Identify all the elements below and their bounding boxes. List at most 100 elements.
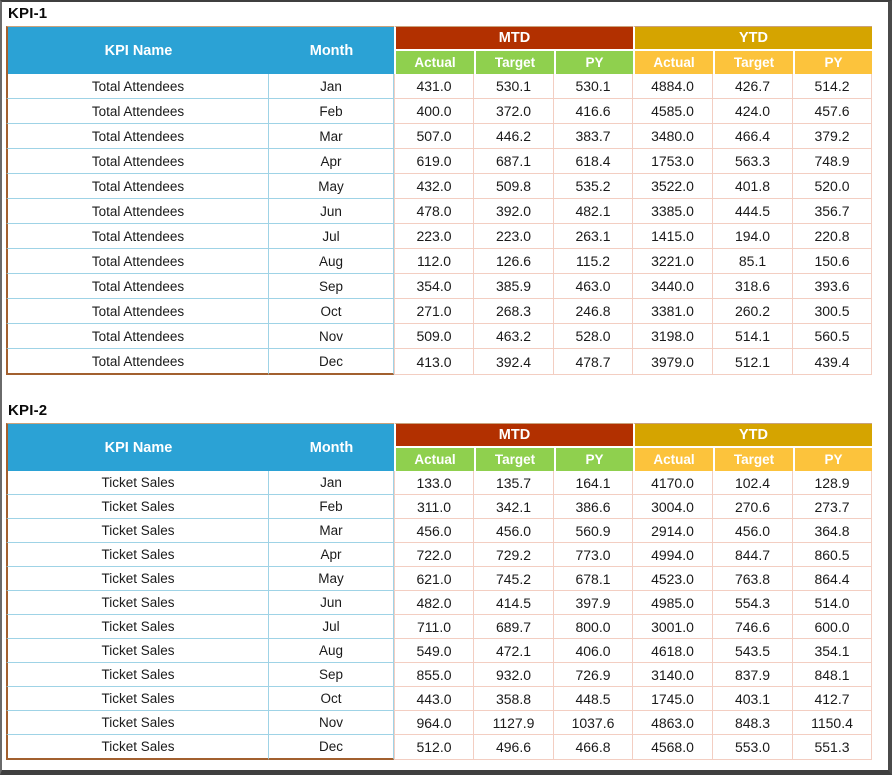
mtd-target-cell: 509.8 <box>474 174 554 199</box>
mtd-py-cell: 406.0 <box>554 639 633 663</box>
mtd-actual-cell: 855.0 <box>394 663 474 687</box>
ytd-target-cell: 102.4 <box>713 471 793 495</box>
kpi-name-column-header: KPI Name <box>6 423 269 471</box>
month-cell: Feb <box>269 495 394 519</box>
ytd-py-cell: 864.4 <box>793 567 873 591</box>
ytd-actual-cell: 3979.0 <box>633 349 713 375</box>
month-cell: Apr <box>269 149 394 174</box>
ytd-target-cell: 746.6 <box>713 615 793 639</box>
mtd-py-header: PY <box>554 49 633 74</box>
ytd-py-cell: 356.7 <box>793 199 873 224</box>
ytd-actual-cell: 4585.0 <box>633 99 713 124</box>
ytd-py-cell: 514.2 <box>793 74 873 99</box>
ytd-py-cell: 848.1 <box>793 663 873 687</box>
table-row: Total Attendees Oct 271.0 268.3 246.8 3381.0 2… <box>6 299 873 324</box>
ytd-actual-cell: 4863.0 <box>633 711 713 735</box>
mtd-target-cell: 1127.9 <box>474 711 554 735</box>
ytd-actual-cell: 3522.0 <box>633 174 713 199</box>
mtd-py-cell: 115.2 <box>554 249 633 274</box>
kpi-name-cell: Ticket Sales <box>6 519 269 543</box>
ytd-py-cell: 150.6 <box>793 249 873 274</box>
ytd-target-cell: 553.0 <box>713 735 793 760</box>
ytd-py-cell: 220.8 <box>793 224 873 249</box>
mtd-actual-cell: 509.0 <box>394 324 474 349</box>
mtd-py-cell: 535.2 <box>554 174 633 199</box>
ytd-py-cell: 379.2 <box>793 124 873 149</box>
kpi-name-cell: Total Attendees <box>6 149 269 174</box>
kpi-name-cell: Total Attendees <box>6 124 269 149</box>
month-cell: Sep <box>269 274 394 299</box>
month-cell: Nov <box>269 324 394 349</box>
sub-header-row: Actual Target PY Actual Target PY <box>6 446 873 471</box>
ytd-py-cell: 560.5 <box>793 324 873 349</box>
mtd-target-header: Target <box>474 446 554 471</box>
mtd-target-header: Target <box>474 49 554 74</box>
mtd-py-cell: 448.5 <box>554 687 633 711</box>
month-cell: Mar <box>269 519 394 543</box>
ytd-py-cell: 412.7 <box>793 687 873 711</box>
month-cell: Mar <box>269 124 394 149</box>
month-cell: Aug <box>269 639 394 663</box>
mtd-actual-cell: 431.0 <box>394 74 474 99</box>
kpi-name-cell: Ticket Sales <box>6 615 269 639</box>
mtd-actual-cell: 432.0 <box>394 174 474 199</box>
ytd-actual-cell: 3221.0 <box>633 249 713 274</box>
ytd-target-cell: 466.4 <box>713 124 793 149</box>
mtd-target-cell: 745.2 <box>474 567 554 591</box>
ytd-py-header: PY <box>793 49 873 74</box>
mtd-target-cell: 729.2 <box>474 543 554 567</box>
ytd-actual-cell: 3004.0 <box>633 495 713 519</box>
table-row: Total Attendees Mar 507.0 446.2 383.7 3480.0 4… <box>6 124 873 149</box>
mtd-py-cell: 466.8 <box>554 735 633 760</box>
group-header-row: KPI Name Month MTD YTD <box>6 26 873 74</box>
mtd-py-cell: 397.9 <box>554 591 633 615</box>
mtd-actual-cell: 271.0 <box>394 299 474 324</box>
mtd-actual-cell: 311.0 <box>394 495 474 519</box>
mtd-target-cell: 463.2 <box>474 324 554 349</box>
kpi-name-cell: Total Attendees <box>6 74 269 99</box>
mtd-actual-cell: 482.0 <box>394 591 474 615</box>
mtd-actual-header: Actual <box>394 49 474 74</box>
ytd-actual-cell: 1745.0 <box>633 687 713 711</box>
ytd-target-cell: 848.3 <box>713 711 793 735</box>
table-row: Total Attendees Apr 619.0 687.1 618.4 1753.0 5… <box>6 149 873 174</box>
mtd-py-header: PY <box>554 446 633 471</box>
kpi-1-section: KPI-1 KPI Name Month MTD YTD Actual <box>6 5 888 375</box>
ytd-actual-cell: 4170.0 <box>633 471 713 495</box>
ytd-py-cell: 514.0 <box>793 591 873 615</box>
mtd-target-cell: 392.0 <box>474 199 554 224</box>
table-row: Ticket Sales May 621.0 745.2 678.1 4523.0 763.… <box>6 567 873 591</box>
table-row: Total Attendees Jul 223.0 223.0 263.1 1415.0 1… <box>6 224 873 249</box>
table-row: Ticket Sales Jun 482.0 414.5 397.9 4985.0 554.… <box>6 591 873 615</box>
table-row: Total Attendees Dec 413.0 392.4 478.7 3979.0 5… <box>6 349 873 375</box>
kpi-name-cell: Total Attendees <box>6 174 269 199</box>
ytd-py-cell: 128.9 <box>793 471 873 495</box>
report-body: KPI-1 KPI Name Month MTD YTD Actual <box>2 2 888 760</box>
ytd-target-cell: 563.3 <box>713 149 793 174</box>
ytd-actual-cell: 3001.0 <box>633 615 713 639</box>
ytd-target-header: Target <box>713 446 793 471</box>
ytd-group-header: YTD <box>633 423 873 446</box>
kpi-name-cell: Total Attendees <box>6 274 269 299</box>
mtd-target-cell: 223.0 <box>474 224 554 249</box>
ytd-py-header: PY <box>793 446 873 471</box>
ytd-actual-cell: 3381.0 <box>633 299 713 324</box>
month-cell: Dec <box>269 349 394 375</box>
kpi-1-title: KPI-1 <box>8 5 48 22</box>
table-row: Total Attendees Sep 354.0 385.9 463.0 3440.0 3… <box>6 274 873 299</box>
mtd-py-cell: 726.9 <box>554 663 633 687</box>
mtd-actual-cell: 964.0 <box>394 711 474 735</box>
month-cell: Apr <box>269 543 394 567</box>
mtd-actual-cell: 478.0 <box>394 199 474 224</box>
mtd-actual-cell: 400.0 <box>394 99 474 124</box>
month-cell: Jun <box>269 199 394 224</box>
mtd-py-cell: 463.0 <box>554 274 633 299</box>
mtd-target-cell: 446.2 <box>474 124 554 149</box>
mtd-actual-cell: 456.0 <box>394 519 474 543</box>
table-row: Total Attendees Feb 400.0 372.0 416.6 4585.0 4… <box>6 99 873 124</box>
mtd-actual-cell: 112.0 <box>394 249 474 274</box>
mtd-py-cell: 416.6 <box>554 99 633 124</box>
ytd-actual-cell: 3385.0 <box>633 199 713 224</box>
ytd-py-cell: 364.8 <box>793 519 873 543</box>
ytd-actual-cell: 4985.0 <box>633 591 713 615</box>
